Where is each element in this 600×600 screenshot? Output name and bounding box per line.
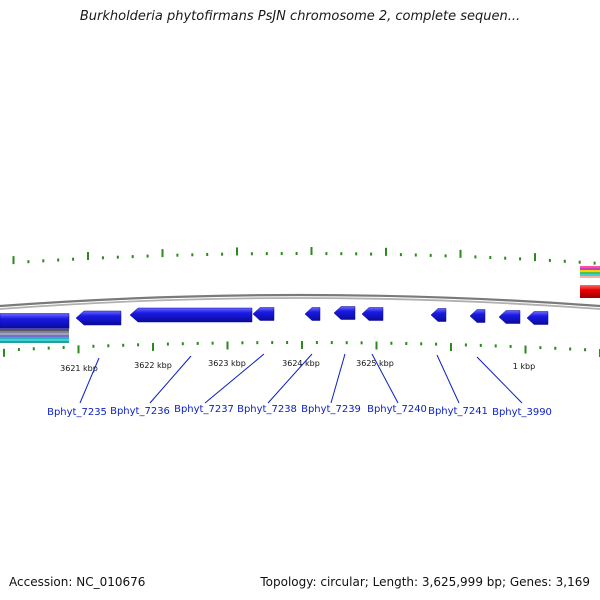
left-feature-stack (0, 329, 69, 343)
gene-arrow (333, 306, 356, 320)
outer-tick-ring (12, 247, 596, 265)
map-title: Burkholderia phytofirmans PsJN chromosom… (79, 9, 521, 24)
gene-arrow (129, 307, 253, 323)
backbone-inner (0, 297, 600, 310)
tick-label-3622: 3622 kbp (134, 361, 172, 370)
gene-arrow (526, 311, 549, 325)
forward-feature-stack (580, 266, 600, 278)
gene-arrow (252, 307, 275, 321)
gene-label: Bphyt_7237 (174, 404, 234, 415)
tick-label-3621: 3621 kbp (60, 364, 98, 373)
gene-label-leaders (79, 353, 523, 404)
tick-labels: 3621 kbp 3622 kbp 3623 kbp 3624 kbp 3625… (60, 359, 535, 373)
gene-labels: Bphyt_7235 Bphyt_7236 Bphyt_7237 Bphyt_7… (47, 404, 552, 418)
gene-label: Bphyt_7241 (428, 406, 488, 417)
gene-label: Bphyt_7235 (47, 407, 107, 418)
gene-track (0, 306, 549, 329)
tick-label-1kbp: 1 kbp (513, 362, 535, 371)
inner-tick-ring (3, 341, 600, 357)
tick-label-3625: 3625 kbp (356, 359, 394, 368)
summary-text: Topology: circular; Length: 3,625,999 bp… (260, 575, 590, 589)
gene-arrow (361, 307, 384, 321)
gene-label: Bphyt_7239 (301, 404, 361, 415)
backbone-outer (0, 293, 600, 308)
gene-arrow (75, 310, 122, 326)
gene-arrow (0, 313, 70, 329)
gene-arrow (430, 308, 447, 322)
tick-label-3624: 3624 kbp (282, 359, 320, 368)
forward-feature-red (580, 285, 600, 298)
gene-label: Bphyt_7240 (367, 404, 427, 415)
gene-label: Bphyt_7238 (237, 404, 297, 415)
accession-text: Accession: NC_010676 (9, 575, 146, 589)
gene-arrow (469, 309, 486, 323)
gene-arrow (304, 307, 321, 321)
tick-label-3623: 3623 kbp (208, 359, 246, 368)
gene-label: Bphyt_7236 (110, 406, 170, 417)
gene-arrow (498, 310, 521, 324)
gene-label: Bphyt_3990 (492, 407, 552, 418)
